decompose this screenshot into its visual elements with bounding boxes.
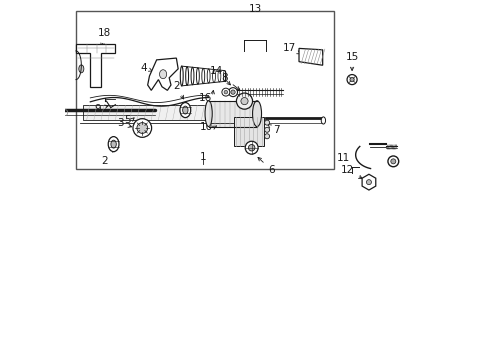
Ellipse shape <box>222 88 229 96</box>
Ellipse shape <box>159 70 166 79</box>
Text: 2: 2 <box>173 81 183 99</box>
Text: 14: 14 <box>210 66 230 85</box>
Ellipse shape <box>264 134 269 139</box>
Text: 16: 16 <box>198 93 211 103</box>
Ellipse shape <box>137 123 147 134</box>
Ellipse shape <box>204 101 212 127</box>
Ellipse shape <box>366 180 371 185</box>
Polygon shape <box>147 58 178 90</box>
Bar <box>233 117 264 146</box>
Text: 4: 4 <box>141 63 152 73</box>
Ellipse shape <box>248 144 254 151</box>
Ellipse shape <box>241 98 247 105</box>
Ellipse shape <box>264 127 269 132</box>
Text: 17: 17 <box>282 43 301 54</box>
Text: 15: 15 <box>345 52 358 62</box>
Text: 7: 7 <box>267 125 280 135</box>
Ellipse shape <box>244 141 258 154</box>
Ellipse shape <box>349 77 353 82</box>
Text: 3: 3 <box>117 118 131 128</box>
Ellipse shape <box>264 120 269 125</box>
Text: 18: 18 <box>98 28 111 46</box>
Text: 13: 13 <box>248 4 262 14</box>
Polygon shape <box>76 44 115 87</box>
Ellipse shape <box>182 106 187 114</box>
Text: 12: 12 <box>340 165 362 179</box>
Text: 6: 6 <box>258 157 274 175</box>
Ellipse shape <box>321 117 325 124</box>
Ellipse shape <box>346 75 356 85</box>
Ellipse shape <box>111 140 116 148</box>
Text: 11: 11 <box>336 153 349 163</box>
Text: 8: 8 <box>221 73 239 90</box>
Ellipse shape <box>180 103 190 118</box>
Bar <box>76 12 333 169</box>
Ellipse shape <box>79 65 83 73</box>
Ellipse shape <box>60 110 63 116</box>
Bar <box>208 101 258 127</box>
Ellipse shape <box>230 90 235 94</box>
Ellipse shape <box>228 87 237 96</box>
Text: 1: 1 <box>200 152 206 162</box>
Ellipse shape <box>133 119 151 137</box>
Polygon shape <box>298 48 322 65</box>
Ellipse shape <box>390 159 395 164</box>
Text: 10: 10 <box>200 122 213 132</box>
Polygon shape <box>362 174 375 190</box>
Text: 5: 5 <box>124 114 131 125</box>
Ellipse shape <box>252 101 261 127</box>
Text: 9: 9 <box>94 104 108 114</box>
Ellipse shape <box>108 136 119 152</box>
Ellipse shape <box>224 90 227 94</box>
Ellipse shape <box>387 156 398 167</box>
Ellipse shape <box>236 93 252 109</box>
Text: 2: 2 <box>101 147 117 166</box>
Bar <box>83 105 212 120</box>
